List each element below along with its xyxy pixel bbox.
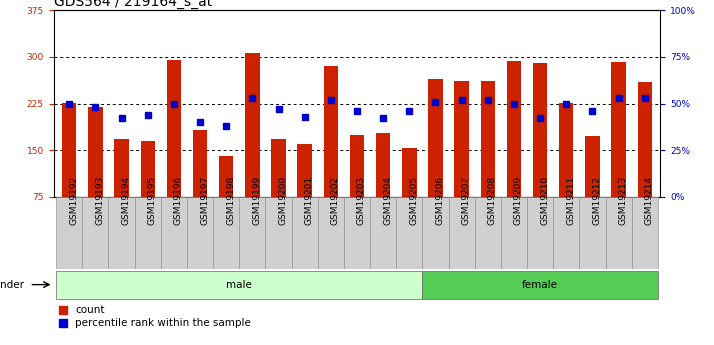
Bar (507, 61, 521, 197)
Bar (245, 52, 260, 197)
Text: GSM19211: GSM19211 (566, 176, 575, 225)
Bar (187, 197, 213, 269)
Bar (632, 197, 658, 269)
Bar (370, 197, 396, 269)
Bar (89, 107, 103, 197)
Text: GDS564 / 219164_s_at: GDS564 / 219164_s_at (54, 0, 212, 9)
Bar (266, 197, 291, 269)
Bar (638, 82, 652, 197)
Text: GSM19199: GSM19199 (252, 176, 261, 225)
Bar (350, 135, 364, 197)
Bar (62, 104, 76, 197)
Bar (396, 197, 423, 269)
Bar (402, 148, 416, 197)
Bar (376, 133, 391, 197)
Text: GSM19192: GSM19192 (69, 176, 79, 225)
Text: GSM19197: GSM19197 (200, 176, 209, 225)
Bar (579, 197, 605, 269)
Text: GSM19209: GSM19209 (514, 176, 523, 225)
Text: GSM19205: GSM19205 (409, 176, 418, 225)
Bar (239, 197, 266, 269)
Bar (82, 197, 109, 269)
Bar (553, 197, 579, 269)
Bar (611, 62, 625, 197)
Bar (448, 197, 475, 269)
Text: GSM19195: GSM19195 (148, 176, 157, 225)
Bar (135, 197, 161, 269)
Text: GSM19214: GSM19214 (645, 176, 654, 225)
Text: gender: gender (0, 280, 24, 289)
Bar (481, 80, 495, 197)
Text: GSM19212: GSM19212 (593, 176, 601, 225)
Bar (271, 139, 286, 197)
Bar (109, 197, 135, 269)
Text: GSM19203: GSM19203 (357, 176, 366, 225)
Text: GSM19193: GSM19193 (96, 176, 104, 225)
Bar (161, 197, 187, 269)
Text: GSM19198: GSM19198 (226, 176, 235, 225)
Bar (166, 60, 181, 197)
Bar (475, 197, 501, 269)
Text: GSM19196: GSM19196 (174, 176, 183, 225)
Bar (291, 197, 318, 269)
Text: GSM19202: GSM19202 (331, 176, 340, 225)
Bar (605, 197, 632, 269)
Text: GSM19200: GSM19200 (278, 176, 288, 225)
Text: GSM19206: GSM19206 (436, 176, 445, 225)
Text: GSM19207: GSM19207 (462, 176, 471, 225)
Text: GSM19208: GSM19208 (488, 176, 497, 225)
Text: GSM19194: GSM19194 (121, 176, 131, 225)
Bar (298, 144, 312, 197)
Bar (219, 156, 233, 197)
Bar (527, 197, 553, 269)
Legend: count, percentile rank within the sample: count, percentile rank within the sample (59, 305, 251, 328)
Text: female: female (522, 280, 558, 289)
Bar (428, 79, 443, 197)
Text: GSM19213: GSM19213 (618, 176, 628, 225)
Bar (56, 270, 423, 298)
Bar (533, 62, 548, 197)
Bar (318, 197, 344, 269)
Text: male: male (226, 280, 252, 289)
Bar (344, 197, 370, 269)
Bar (501, 197, 527, 269)
Text: GSM19201: GSM19201 (305, 176, 313, 225)
Bar (114, 139, 129, 197)
Text: GSM19210: GSM19210 (540, 176, 549, 225)
Bar (559, 104, 573, 197)
Bar (454, 80, 469, 197)
Bar (56, 197, 82, 269)
Bar (423, 270, 658, 298)
Bar (213, 197, 239, 269)
Bar (585, 136, 600, 197)
Bar (423, 197, 448, 269)
Bar (323, 66, 338, 197)
Bar (193, 130, 207, 197)
Bar (141, 141, 155, 197)
Text: GSM19204: GSM19204 (383, 176, 392, 225)
